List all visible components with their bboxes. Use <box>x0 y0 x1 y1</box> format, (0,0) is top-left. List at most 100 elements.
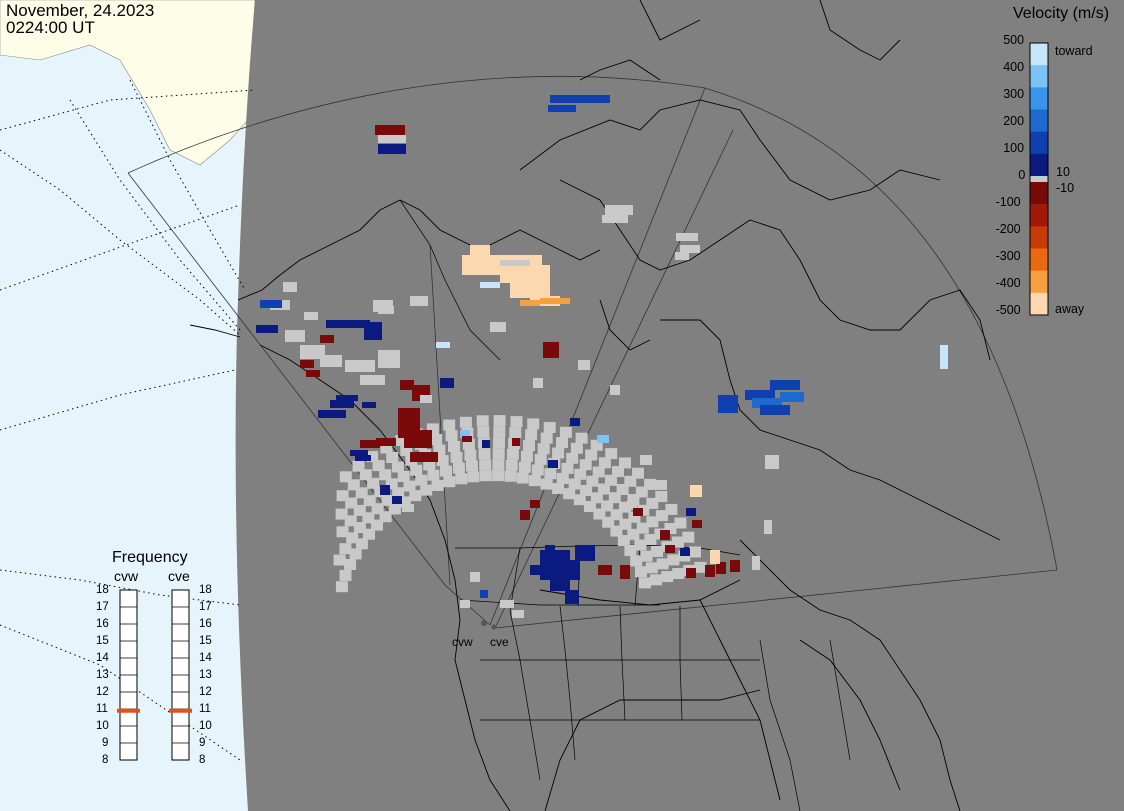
velocity-cell <box>686 568 696 578</box>
velocity-cell <box>398 496 411 508</box>
velocity-cell <box>780 392 804 402</box>
velocity-cell <box>548 105 576 112</box>
colorbar-segment-toward <box>1030 76 1048 83</box>
velocity-cell <box>655 510 668 522</box>
velocity-cell <box>362 402 376 408</box>
velocity-cell <box>380 470 390 478</box>
colorbar-segment-away <box>1030 287 1048 294</box>
velocity-cell <box>256 325 278 333</box>
velocity-cell <box>530 500 540 508</box>
colorbar-segment-toward <box>1030 115 1048 122</box>
velocity-cell <box>610 525 623 537</box>
velocity-cell <box>500 600 514 608</box>
velocity-cell <box>665 545 675 553</box>
velocity-cell <box>355 455 371 461</box>
velocity-cell <box>440 378 454 388</box>
frequency-label-left: 11 <box>96 703 108 715</box>
velocity-cell <box>352 460 365 472</box>
colorbar-segment-toward <box>1030 126 1048 133</box>
velocity-cell <box>940 345 948 369</box>
colorbar-segment-away <box>1030 187 1048 194</box>
velocity-cell <box>730 560 740 572</box>
velocity-cell <box>443 419 456 431</box>
site-label-cve: cve <box>490 635 509 649</box>
velocity-cell <box>415 474 428 486</box>
velocity-cell <box>306 370 320 377</box>
velocity-cell <box>710 550 720 564</box>
velocity-cell <box>336 490 349 502</box>
colorbar-segment-away <box>1030 226 1048 233</box>
colorbar-segment-toward <box>1030 164 1048 172</box>
velocity-cell <box>602 516 615 528</box>
velocity-cell <box>593 508 606 520</box>
velocity-cell <box>335 508 348 520</box>
velocity-cell <box>540 432 553 444</box>
velocity-cell <box>345 360 375 372</box>
velocity-cell <box>493 415 506 427</box>
velocity-cell <box>375 125 405 135</box>
colorbar-segment-away <box>1030 276 1048 283</box>
velocity-cell <box>764 520 772 534</box>
velocity-cell <box>395 435 408 446</box>
velocity-cell <box>372 460 385 472</box>
velocity-cell <box>575 545 595 561</box>
velocity-cell <box>575 432 588 444</box>
earth-disk <box>235 0 1124 811</box>
velocity-cell <box>590 439 603 451</box>
velocity-cell <box>655 480 667 490</box>
colorbar-segment-away <box>1030 254 1048 261</box>
velocity-tick-label: -400 <box>995 276 1021 290</box>
velocity-cell <box>556 437 568 449</box>
velocity-cell <box>423 459 436 471</box>
plot-date: November, 24.2023 <box>6 1 155 20</box>
velocity-cell <box>543 342 559 358</box>
velocity-cell <box>392 487 405 499</box>
frequency-label-right: 8 <box>199 754 206 766</box>
velocity-tick-label: -200 <box>995 222 1021 236</box>
velocity-cell <box>627 528 640 540</box>
velocity-cell <box>480 282 500 288</box>
velocity-cell <box>410 464 423 476</box>
velocity-cell <box>537 443 550 455</box>
velocity-cell <box>640 550 653 562</box>
toward-label: toward <box>1055 44 1093 58</box>
velocity-cell <box>617 535 630 546</box>
velocity-cell <box>339 569 352 581</box>
velocity-cell <box>459 416 472 428</box>
velocity-cell <box>605 448 618 460</box>
velocity-cell <box>285 330 305 342</box>
frequency-label-right: 11 <box>199 703 211 715</box>
velocity-cell <box>624 475 637 487</box>
velocity-cell <box>373 300 393 312</box>
velocity-cell <box>619 457 631 469</box>
velocity-cell <box>661 571 674 583</box>
velocity-cell <box>480 590 488 598</box>
velocity-cell <box>403 480 416 492</box>
velocity-cell <box>568 478 581 490</box>
velocity-cell <box>597 483 610 495</box>
velocity-cell <box>645 562 658 574</box>
velocity-cell <box>616 484 629 495</box>
colorbar-segment-away <box>1030 231 1048 239</box>
colorbar-segment-away <box>1030 198 1048 205</box>
velocity-cell <box>509 427 522 439</box>
velocity-cell <box>460 430 470 438</box>
velocity-cell <box>574 468 587 480</box>
velocity-cell <box>378 350 400 368</box>
velocity-cell <box>545 545 555 555</box>
frequency-label-left: 17 <box>96 601 109 613</box>
velocity-cell <box>531 464 544 476</box>
site-marker-cvw <box>481 620 487 626</box>
velocity-tick-label: 300 <box>1003 87 1025 101</box>
velocity-cell <box>770 380 800 390</box>
velocity-cell <box>385 478 398 490</box>
velocity-cell <box>605 474 617 486</box>
velocity-cell <box>548 460 558 468</box>
velocity-cell <box>479 470 492 482</box>
velocity-cell <box>367 477 380 489</box>
velocity-cell <box>465 460 478 472</box>
colorbar-segment-toward <box>1030 148 1048 155</box>
velocity-cell <box>651 546 663 557</box>
frequency-label-left: 10 <box>96 720 109 732</box>
velocity-cell <box>464 449 477 461</box>
